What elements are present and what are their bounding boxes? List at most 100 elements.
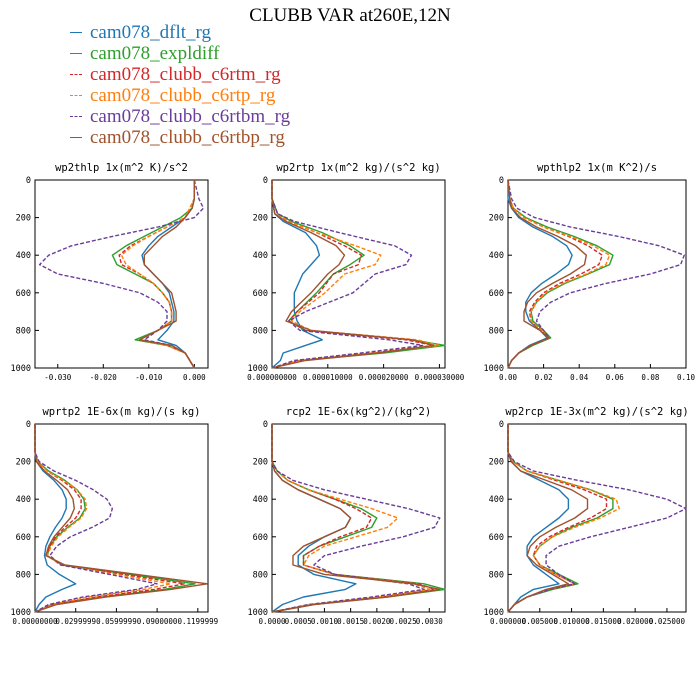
series-line-cam078_clubb_c6rtbp_rg bbox=[271, 180, 435, 369]
x-tick-label: 0.000030000 bbox=[415, 373, 465, 382]
legend: cam078_dflt_rg cam078_expldiff cam078_cl… bbox=[70, 22, 290, 148]
series-line-cam078_clubb_c6rtp_rg bbox=[120, 180, 196, 369]
series-line-cam078_clubb_c6rtp_rg bbox=[271, 424, 430, 613]
x-tick-label: 0.06 bbox=[606, 373, 625, 382]
series-line-cam078_expldiff bbox=[271, 180, 446, 369]
legend-swatch-c6rtbm bbox=[70, 116, 82, 117]
x-tick-label: 0.10 bbox=[677, 373, 696, 382]
x-tick-label: 0.025000 bbox=[649, 617, 686, 626]
legend-label-c6rtm: cam078_clubb_c6rtm_rg bbox=[90, 64, 281, 85]
x-tick-label: 0.0005 bbox=[285, 617, 312, 626]
x-tick-label: 0.010000 bbox=[554, 617, 591, 626]
y-tick-label: 800 bbox=[253, 570, 268, 580]
figure-title: CLUBB VAR at260E,12N bbox=[249, 5, 451, 26]
plot-frame bbox=[34, 179, 209, 369]
y-tick-label: 1000 bbox=[484, 608, 504, 618]
y-tick-label: 0 bbox=[499, 176, 504, 186]
y-tick-label: 0 bbox=[26, 420, 31, 430]
series-line-cam078_expldiff bbox=[507, 179, 614, 369]
legend-item-c6rtbp: cam078_clubb_c6rtbp_rg bbox=[70, 127, 290, 148]
y-tick-label: 1000 bbox=[248, 364, 268, 374]
plot-frame bbox=[507, 179, 687, 369]
series-line-cam078_clubb_c6rtm_rg bbox=[271, 180, 435, 369]
series-line-cam078_expldiff bbox=[34, 424, 196, 613]
legend-swatch-c6rtp bbox=[70, 95, 82, 96]
y-tick-label: 1000 bbox=[11, 608, 31, 618]
y-tick-label: 600 bbox=[489, 289, 504, 299]
series-line-cam078_clubb_c6rtbm_rg bbox=[34, 424, 158, 613]
x-tick-label: 0.0000 bbox=[258, 617, 286, 626]
series-line-cam078_clubb_c6rtbm_rg bbox=[38, 179, 205, 369]
series-line-cam078_clubb_c6rtbp_rg bbox=[34, 424, 209, 613]
x-tick-label: 0.02 bbox=[535, 373, 553, 382]
x-tick-label: 0.0900000 bbox=[137, 617, 178, 626]
panel-title: wprtp2 1E-6x(m kg)/(s kg) bbox=[42, 406, 200, 418]
y-tick-label: 800 bbox=[489, 570, 504, 580]
y-tick-label: 800 bbox=[489, 326, 504, 336]
x-tick-label: 0.0599999 bbox=[96, 617, 137, 626]
y-tick-label: 400 bbox=[16, 495, 31, 505]
y-tick-label: 800 bbox=[16, 326, 31, 336]
legend-item-expldiff: cam078_expldiff bbox=[70, 43, 290, 64]
y-tick-label: 400 bbox=[253, 495, 268, 505]
panel-4: wprtp2 1E-6x(m kg)/(s kg) 0 200 400 600 800 10… bbox=[11, 406, 219, 626]
y-tick-label: 0 bbox=[26, 176, 31, 186]
y-tick-label: 1000 bbox=[11, 364, 31, 374]
x-tick-label: 0.0030 bbox=[416, 617, 444, 626]
y-tick-label: 400 bbox=[253, 251, 268, 261]
y-tick-label: 800 bbox=[253, 326, 268, 336]
panel-1: wp2thlp 1x(m^2 K)/s^2 0 200 400 600 800 1000 -0… bbox=[11, 162, 209, 382]
y-tick-label: 200 bbox=[16, 214, 31, 224]
y-tick-label: 400 bbox=[16, 251, 31, 261]
legend-item-c6rtm: cam078_clubb_c6rtm_rg bbox=[70, 64, 290, 85]
plot-frame bbox=[34, 423, 209, 613]
series-line-cam078_clubb_c6rtbp_rg bbox=[271, 424, 441, 613]
y-tick-label: 1000 bbox=[484, 364, 504, 374]
y-tick-label: 600 bbox=[253, 289, 268, 299]
series-line-cam078_clubb_c6rtbp_rg bbox=[138, 180, 196, 369]
y-tick-label: 200 bbox=[489, 214, 504, 224]
series-line-cam078_clubb_c6rtbp_rg bbox=[507, 424, 589, 613]
y-tick-label: 800 bbox=[16, 570, 31, 580]
panel-title: rcp2 1E-6x(kg^2)/(kg^2) bbox=[286, 406, 431, 418]
x-tick-label: 0.000000 bbox=[490, 617, 527, 626]
y-tick-label: 600 bbox=[489, 533, 504, 543]
x-tick-label: -0.010 bbox=[135, 373, 163, 382]
panel-title: wp2rcp 1E-3x(m^2 kg)/(s^2 kg) bbox=[505, 406, 688, 418]
legend-swatch-c6rtbp bbox=[70, 137, 82, 138]
x-tick-label: 0.0010 bbox=[311, 617, 339, 626]
y-tick-label: 200 bbox=[489, 458, 504, 468]
x-tick-label: 0.0015 bbox=[337, 617, 364, 626]
x-tick-label: 0.015000 bbox=[585, 617, 622, 626]
panel-6: wp2rcp 1E-3x(m^2 kg)/(s^2 kg)0 200 400 600 8… bbox=[484, 406, 689, 626]
panel-5: rcp2 1E-6x(kg^2)/(kg^2) 0 200 400 600 800 1000… bbox=[248, 406, 446, 626]
y-tick-label: 600 bbox=[16, 289, 31, 299]
series-line-cam078_clubb_c6rtp_rg bbox=[507, 424, 620, 613]
x-tick-label: 0.005000 bbox=[522, 617, 559, 626]
x-tick-label: 0.00000000 bbox=[12, 617, 58, 626]
y-tick-label: 200 bbox=[16, 458, 31, 468]
plot-frame bbox=[507, 423, 687, 613]
panel-2: wp2rtp 1x(m^2 kg)/(s^2 kg) 0 200 400 600 800 1… bbox=[247, 162, 465, 382]
x-tick-label: 0.0299999 bbox=[55, 617, 96, 626]
y-tick-label: 200 bbox=[253, 214, 268, 224]
series-line-cam078_clubb_c6rtbp_rg bbox=[507, 179, 587, 369]
y-tick-label: 0 bbox=[499, 420, 504, 430]
x-tick-label: 0.00 bbox=[499, 373, 518, 382]
x-tick-label: 0.0025 bbox=[390, 617, 417, 626]
series-line-cam078_clubb_c6rtm_rg bbox=[118, 180, 196, 369]
legend-label-c6rtbm: cam078_clubb_c6rtbm_rg bbox=[90, 106, 291, 127]
x-tick-label: 0.0020 bbox=[363, 617, 391, 626]
legend-label-expldiff: cam078_expldiff bbox=[90, 43, 220, 64]
x-tick-label: 0.08 bbox=[641, 373, 660, 382]
legend-swatch-c6rtm bbox=[70, 74, 82, 75]
series-line-cam078_clubb_c6rtp_rg bbox=[34, 424, 172, 613]
y-tick-label: 400 bbox=[489, 495, 504, 505]
x-tick-label: 0.020000 bbox=[617, 617, 654, 626]
y-tick-label: 600 bbox=[16, 533, 31, 543]
legend-swatch-expldiff bbox=[70, 53, 82, 54]
legend-label-dflt: cam078_dflt_rg bbox=[90, 22, 212, 43]
x-tick-label: 0.1199999 bbox=[178, 617, 219, 626]
plot-frame bbox=[271, 423, 446, 613]
panel-3: wpthlp2 1x(m K^2)/s 0 200 400 600 800 10000.00… bbox=[484, 162, 696, 382]
